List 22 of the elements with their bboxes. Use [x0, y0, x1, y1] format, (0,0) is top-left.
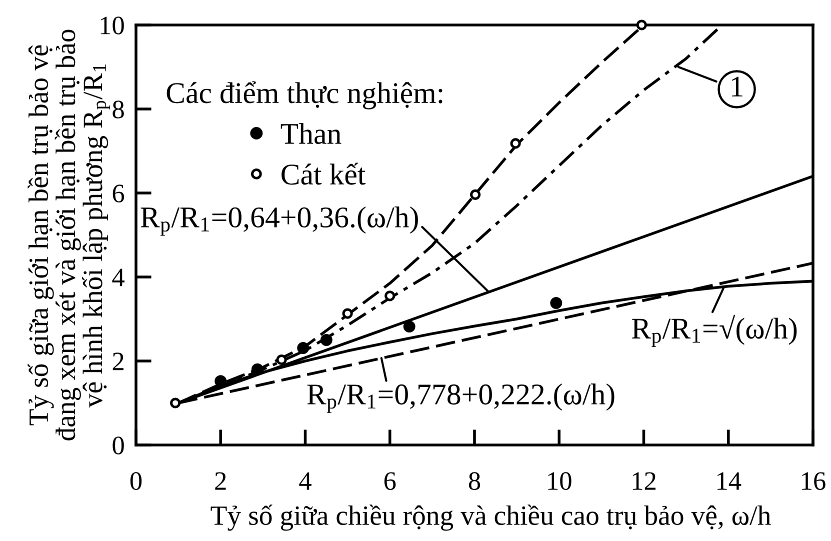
x-axis-title: Tỷ số giữa chiều rộng và chiều cao trụ bảo vệ, ω/h [210, 504, 771, 531]
x-tick-label: 12 [632, 472, 656, 490]
annotation: 1 [732, 76, 742, 96]
y-tick-label: 4 [112, 268, 124, 286]
legend-label: Cát kết [282, 162, 366, 185]
x-tick-label: 0 [130, 472, 142, 490]
x-tick-label: 8 [468, 472, 480, 490]
x-tick-label: 2 [215, 472, 226, 490]
x-tick-label: 6 [384, 472, 396, 490]
x-tick-label: 4 [299, 472, 312, 490]
annotation: R$_{p}$/R$_{1}$=√(ω/h) [632, 314, 797, 348]
x-tick-label: 14 [718, 472, 742, 490]
y-tick-label: 2 [112, 352, 124, 370]
annotation: R$_{p}$/R$_{1}$=0,64+0,36.(ω/h) [140, 206, 418, 236]
legend-title: Các điểm thực nghiệm: [166, 81, 442, 110]
y-tick-label: 6 [112, 184, 124, 202]
y-tick-label: 8 [112, 100, 124, 118]
annotation: R$_{p}$/R$_{1}$=0,778+0,222.(ω/h) [307, 384, 614, 413]
y-tick-label: 0 [112, 436, 124, 454]
x-tick-label: 16 [802, 472, 826, 490]
legend-label: Than [280, 122, 342, 144]
x-tick-label: 10 [548, 472, 572, 490]
